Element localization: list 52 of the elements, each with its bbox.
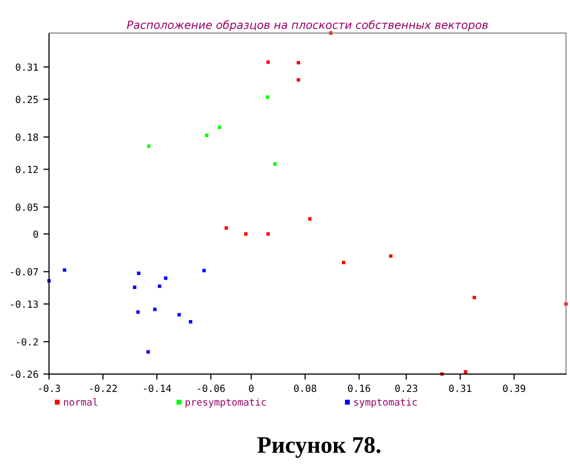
- y-tick-label: 0.25: [16, 96, 38, 104]
- point: [177, 313, 181, 316]
- x-tick-label: 0.39: [503, 384, 526, 392]
- point: [464, 370, 468, 374]
- point: [296, 60, 300, 64]
- x-tick-label: -0.22: [90, 384, 117, 392]
- point: [472, 296, 476, 300]
- point: [244, 232, 248, 236]
- y-tick-label: 0.12: [16, 166, 38, 174]
- point: [136, 272, 140, 275]
- point: [342, 260, 346, 264]
- point: [308, 217, 312, 221]
- point: [158, 284, 162, 288]
- x-tick-label: 0.23: [395, 384, 418, 392]
- x-tick-label: 0.16: [348, 384, 370, 392]
- point: [164, 276, 168, 280]
- legend-label: normal: [64, 398, 98, 406]
- y-tick-label: 0: [33, 230, 38, 238]
- y-tick-label: -0.07: [11, 268, 38, 276]
- point: [62, 268, 66, 272]
- point: [147, 144, 150, 148]
- point: [273, 162, 277, 166]
- point: [266, 95, 270, 99]
- point: [205, 134, 208, 138]
- point: [224, 226, 228, 230]
- x-tick-label: -0.06: [198, 384, 225, 392]
- point: [218, 126, 222, 130]
- point: [266, 60, 270, 64]
- point: [296, 78, 300, 82]
- x-tick-label: 0: [248, 384, 254, 392]
- y-tick-label: -0.26: [11, 370, 38, 378]
- point: [389, 254, 392, 258]
- y-tick-label: 0.18: [16, 134, 38, 141]
- legend-label: symptomatic: [354, 398, 417, 408]
- chart-title: Расположение образцов на плоскости собственных векторов: [126, 20, 488, 32]
- legend-label: presymptomatic: [186, 398, 266, 408]
- point: [202, 268, 206, 272]
- y-tick-label: 0.05: [16, 204, 38, 211]
- y-tick-label: 0.31: [16, 63, 38, 71]
- point: [153, 308, 157, 312]
- point: [266, 232, 270, 236]
- x-tick-label: -0.3: [39, 384, 60, 392]
- x-tick-label: 0.31: [449, 384, 472, 392]
- x-tick-label: -0.14: [144, 384, 172, 392]
- point: [136, 310, 140, 314]
- y-tick-label: -0.2: [16, 338, 38, 346]
- x-tick-label: 0.08: [294, 384, 316, 392]
- point: [146, 350, 150, 354]
- point: [188, 320, 192, 324]
- text: Рисунок 78.: [257, 437, 380, 458]
- y-tick-label: -0.13: [11, 300, 38, 308]
- point: [132, 286, 136, 289]
